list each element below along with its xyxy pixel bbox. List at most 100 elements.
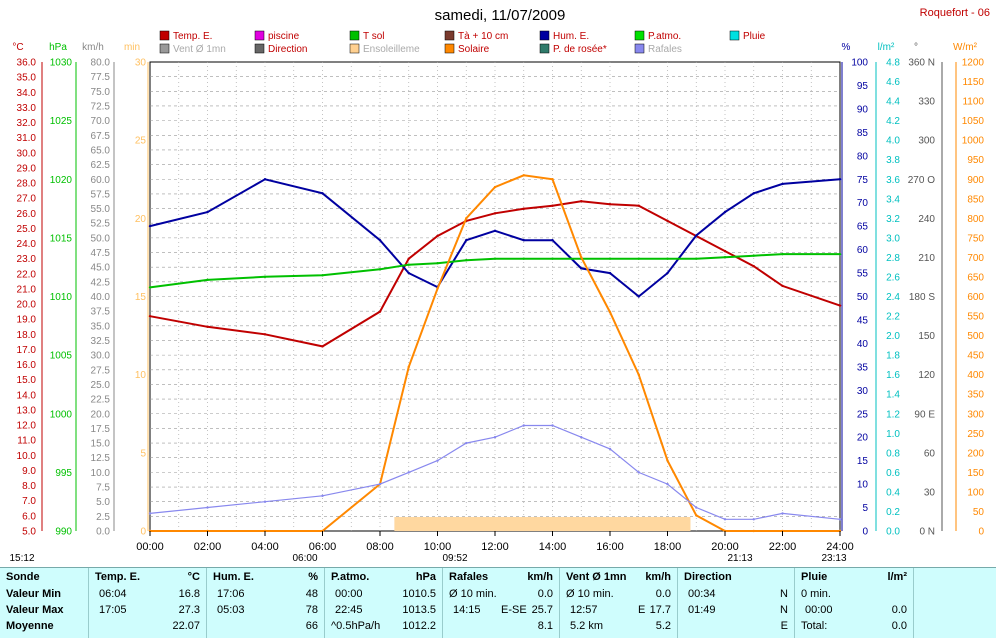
solar-tick-label: 550 bbox=[967, 312, 984, 323]
rain-tick-label: 4.2 bbox=[886, 116, 900, 127]
solar-tick-label: 0 bbox=[978, 527, 984, 538]
solar-tick-label: 200 bbox=[967, 448, 984, 459]
solar-tick-label: 150 bbox=[967, 468, 984, 479]
hum-avg: 66 bbox=[305, 620, 318, 632]
temp-max: 27.3 bbox=[178, 604, 200, 616]
wind-tick-label: 32.5 bbox=[91, 336, 111, 347]
wind-distance: 5.2 km bbox=[570, 620, 604, 632]
wind-min-label: Ø 10 min. bbox=[566, 588, 614, 600]
wind-tick-label: 70.0 bbox=[91, 116, 111, 127]
marker-sunset: 21:13 bbox=[727, 553, 752, 564]
series-point bbox=[407, 263, 410, 266]
summary-panel: Sonde Valeur Min Valeur Max Moyenne Temp… bbox=[0, 567, 996, 638]
series-point bbox=[781, 284, 784, 288]
temp-tick-label: 23.0 bbox=[17, 254, 37, 265]
series-point bbox=[378, 310, 382, 313]
legend-label: piscine bbox=[268, 31, 300, 42]
wind-tick-label: 2.5 bbox=[96, 512, 110, 523]
wind-axis-unit: km/h bbox=[82, 42, 104, 53]
summary-row-avg: Moyenne bbox=[6, 620, 54, 632]
series-point bbox=[666, 257, 669, 260]
temp-tick-label: 24.0 bbox=[17, 239, 37, 250]
series-point bbox=[551, 178, 554, 181]
x-tick-label: 18:00 bbox=[654, 541, 682, 553]
summary-row-max: Valeur Max bbox=[6, 604, 64, 616]
wind-tick-label: 35.0 bbox=[91, 321, 111, 332]
series-point bbox=[493, 257, 497, 260]
legend-swatch bbox=[539, 30, 550, 41]
temp-unit: °C bbox=[187, 571, 200, 583]
marker-left: 15:12 bbox=[9, 553, 34, 564]
solar-tick-label: 950 bbox=[967, 155, 984, 166]
temp-title: Temp. E. bbox=[95, 571, 141, 583]
x-tick-label: 00:00 bbox=[136, 541, 164, 553]
hum-max-time: 05:03 bbox=[217, 604, 245, 616]
wind-tick-label: 5.0 bbox=[96, 497, 110, 508]
solar-tick-label: 250 bbox=[967, 429, 984, 440]
hum-tick-label: 50 bbox=[857, 292, 869, 303]
hum-tick-label: 40 bbox=[857, 339, 869, 350]
series-point bbox=[752, 254, 755, 257]
temp-tick-label: 22.0 bbox=[17, 269, 37, 280]
series-point bbox=[608, 271, 612, 275]
x-tick-label: 14:00 bbox=[539, 541, 567, 553]
rain-tick-label: 0.2 bbox=[886, 507, 900, 518]
series-point bbox=[148, 314, 152, 318]
min-tick-label: 10 bbox=[135, 370, 147, 381]
series-point bbox=[580, 267, 583, 270]
hum-tick-label: 60 bbox=[857, 245, 869, 256]
series-point bbox=[666, 459, 669, 462]
hum-tick-label: 35 bbox=[857, 362, 869, 373]
temp-tick-label: 12.0 bbox=[17, 421, 37, 432]
series-point bbox=[781, 512, 784, 515]
rain-tick-label: 1.0 bbox=[886, 429, 900, 440]
dir-tick-label: 60 bbox=[924, 448, 936, 459]
legend-swatch bbox=[159, 43, 170, 54]
hum-tick-label: 55 bbox=[857, 269, 869, 280]
wind-tick-label: 77.5 bbox=[91, 72, 111, 83]
x-tick-label: 24:00 bbox=[826, 541, 854, 553]
series-point bbox=[551, 204, 554, 207]
series-point bbox=[580, 436, 583, 439]
chart-legend: Temp. E. piscine T sol Tà + 10 cm Hum. E. P.a… bbox=[159, 30, 766, 55]
press-min: 1010.5 bbox=[402, 588, 436, 600]
series-point bbox=[148, 286, 152, 289]
temp-tick-label: 16.0 bbox=[17, 360, 37, 371]
hum-tick-label: 65 bbox=[857, 222, 869, 233]
legend-label: Direction bbox=[268, 44, 307, 55]
series-point bbox=[608, 310, 612, 314]
x-axis: 00:00 02:00 04:00 06:00 08:00 10:00 12:00 14:00… bbox=[9, 531, 854, 564]
series-point bbox=[551, 239, 554, 242]
temp-tick-label: 26.0 bbox=[17, 209, 37, 220]
solar-tick-label: 700 bbox=[967, 253, 984, 264]
dir-tick-label: 210 bbox=[918, 253, 935, 264]
wind-unit: km/h bbox=[645, 571, 671, 583]
rain-tick-label: 2.6 bbox=[886, 272, 900, 283]
series-point bbox=[551, 257, 554, 260]
gust-max-dir: E-SE bbox=[501, 604, 527, 616]
rain-tick-label: 1.6 bbox=[886, 370, 900, 381]
sunshine-band bbox=[394, 517, 691, 531]
x-tick-label: 20:00 bbox=[711, 541, 739, 553]
wind-tick-label: 15.0 bbox=[91, 439, 111, 450]
wind-tick-label: 72.5 bbox=[91, 101, 111, 112]
press-tick-label: 1010 bbox=[50, 292, 73, 303]
temp-tick-label: 34.0 bbox=[17, 88, 37, 99]
rain-max: 0.0 bbox=[891, 604, 907, 616]
rain-tick-label: 3.4 bbox=[886, 194, 900, 205]
summary-col-dir: Direction 00:34 N 01:49 N E bbox=[678, 568, 795, 638]
hum-tick-label: 70 bbox=[857, 198, 869, 209]
series-point bbox=[781, 182, 784, 186]
series-point bbox=[465, 441, 468, 445]
rain-tick-label: 3.0 bbox=[886, 233, 900, 244]
wind-tick-label: 60.0 bbox=[91, 175, 111, 186]
series-point bbox=[407, 365, 410, 369]
series-point bbox=[263, 178, 267, 181]
summary-col-hum: Hum. E. % 17:06 48 05:03 78 66 bbox=[207, 568, 325, 638]
legend-swatch bbox=[159, 30, 170, 41]
rain-tick-label: 0.8 bbox=[886, 448, 900, 459]
press-unit: hPa bbox=[415, 571, 436, 583]
rain-tick-label: 3.2 bbox=[886, 214, 900, 225]
dir-tick-label: 90 E bbox=[914, 409, 935, 420]
press-tick-label: 1025 bbox=[50, 116, 73, 127]
